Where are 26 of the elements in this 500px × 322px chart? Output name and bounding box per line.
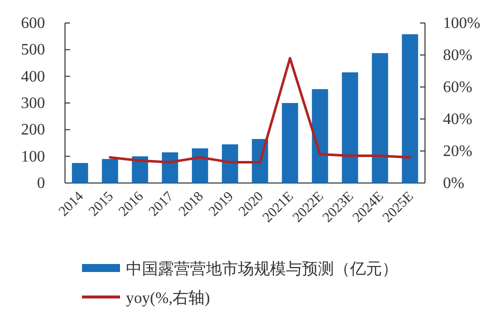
y2-tick-label: 80% (443, 47, 472, 64)
y-tick-label: 500 (21, 42, 45, 59)
bar (222, 144, 238, 183)
legend-label: 中国露营营地市场规模与预测（亿元） (126, 260, 398, 278)
bar (162, 152, 178, 183)
y2-tick-label: 60% (443, 79, 472, 96)
bar (72, 163, 88, 183)
y-tick-label: 400 (21, 68, 45, 86)
bar (282, 103, 298, 183)
bar (342, 72, 358, 183)
y-tick-label: 100 (21, 148, 45, 166)
line-series (108, 56, 412, 164)
y-tick-label: 300 (21, 95, 45, 112)
y-tick-label: 200 (21, 122, 45, 139)
y-tick-label: 600 (21, 15, 45, 32)
y2-tick-label: 40% (443, 111, 472, 128)
bar (372, 53, 388, 183)
y-tick-label: 0 (37, 175, 45, 192)
y2-tick-label: 100% (443, 15, 480, 32)
bar (192, 148, 208, 183)
y2-tick-label: 0% (443, 175, 464, 192)
bar (312, 89, 328, 183)
bar (102, 159, 118, 183)
legend-label: yoy(%,右轴) (126, 289, 210, 307)
bar (402, 34, 418, 183)
y2-tick-label: 20% (443, 143, 472, 160)
